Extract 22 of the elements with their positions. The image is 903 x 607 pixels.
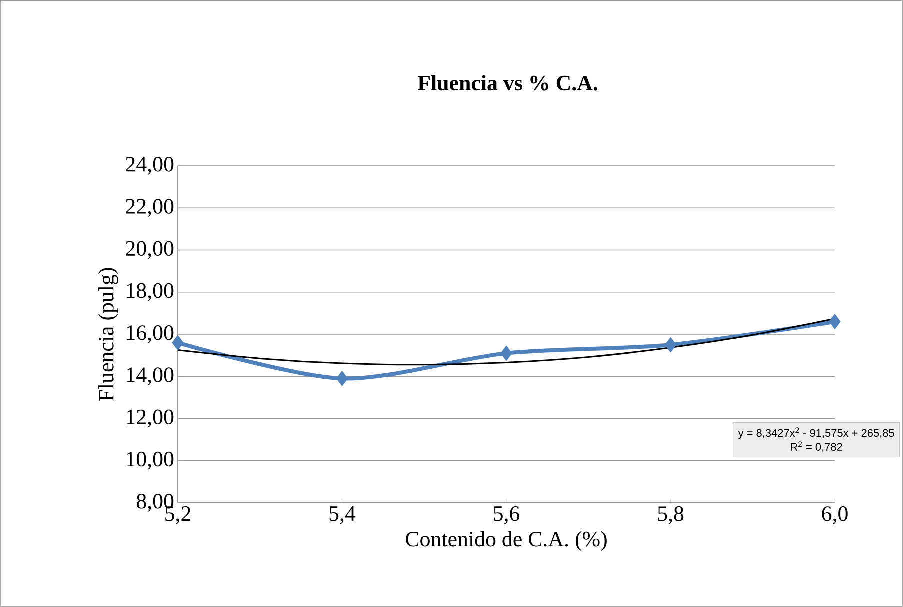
point	[665, 338, 677, 353]
point	[336, 371, 348, 386]
y-tick-label: 20,00	[126, 241, 174, 260]
point	[172, 335, 184, 350]
y-tick-label: 10,00	[127, 452, 174, 470]
y-tick-label: 14,00	[127, 368, 174, 386]
x-tick-label: 6,0	[822, 506, 848, 524]
y-tick-label: 16,00	[127, 326, 174, 344]
y-tick-label: 24,00	[126, 157, 174, 175]
point	[500, 346, 512, 361]
x-tick-label: 5,6	[494, 506, 520, 524]
x-tick-label: 5,8	[658, 506, 684, 524]
annotation: R$^{2}$ = 0,782	[791, 442, 842, 452]
x-axis-title: Contenido de C.A. (%)	[406, 531, 607, 552]
point	[829, 314, 841, 330]
y-axis-title: Fluencia (pulg)	[98, 268, 118, 402]
y-tick-label: 12,00	[127, 410, 174, 428]
annotation: y = 8,3427x$^{2}$ - 91,575x + 265,85	[738, 428, 894, 440]
x-tick-label: 5,4	[330, 506, 356, 524]
y-tick-label: 18,00	[127, 283, 174, 302]
chart-title: Fluencia vs % C.A.	[418, 75, 598, 91]
y-tick-label: 22,00	[126, 199, 174, 218]
